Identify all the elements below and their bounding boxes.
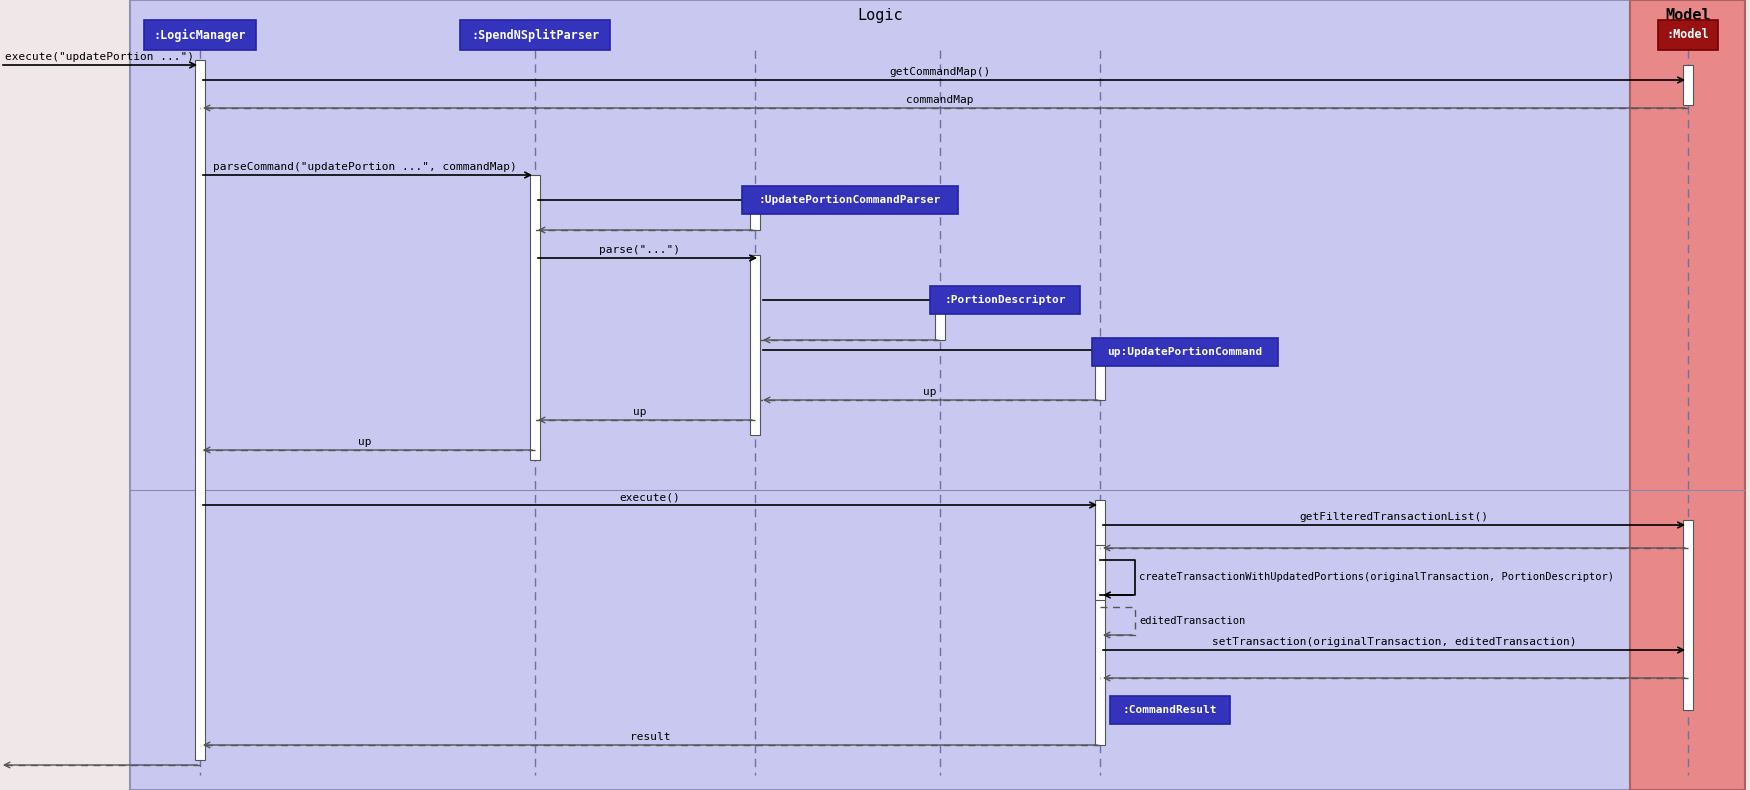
Text: up: up	[634, 407, 648, 417]
Text: up:UpdatePortionCommand: up:UpdatePortionCommand	[1108, 347, 1264, 357]
Text: getFilteredTransactionList(): getFilteredTransactionList()	[1300, 512, 1489, 522]
Text: parseCommand("updatePortion ...", commandMap): parseCommand("updatePortion ...", comman…	[214, 162, 516, 172]
Text: :LogicManager: :LogicManager	[154, 28, 247, 42]
Text: setTransaction(originalTransaction, editedTransaction): setTransaction(originalTransaction, edit…	[1211, 637, 1577, 647]
Text: :SpendNSplitParser: :SpendNSplitParser	[471, 28, 599, 42]
Bar	[144, 20, 255, 50]
Bar	[1629, 0, 1745, 790]
Bar	[1096, 500, 1104, 745]
Text: execute(): execute()	[620, 492, 681, 502]
Text: Model: Model	[1666, 8, 1712, 23]
Bar	[1684, 520, 1692, 710]
Text: Logic: Logic	[858, 8, 903, 23]
Bar	[742, 186, 957, 214]
Text: :PortionDescriptor: :PortionDescriptor	[945, 295, 1066, 305]
Bar	[530, 175, 541, 460]
Text: getCommandMap(): getCommandMap()	[889, 67, 990, 77]
Bar	[1110, 696, 1230, 724]
Text: createTransactionWithUpdatedPortions(originalTransaction, PortionDescriptor): createTransactionWithUpdatedPortions(ori…	[1139, 573, 1614, 582]
Bar	[460, 20, 609, 50]
Text: commandMap: commandMap	[906, 95, 973, 105]
Text: :UpdatePortionCommandParser: :UpdatePortionCommandParser	[760, 195, 942, 205]
Bar	[1092, 338, 1278, 366]
Bar	[130, 0, 1629, 790]
Text: result: result	[630, 732, 670, 742]
Text: parse("..."): parse("...")	[600, 245, 681, 255]
Bar	[931, 286, 1080, 314]
Bar	[751, 255, 760, 435]
Bar	[1096, 345, 1104, 400]
Bar	[1684, 65, 1692, 105]
Text: editedTransaction: editedTransaction	[1139, 616, 1246, 626]
Bar	[1096, 545, 1104, 600]
Text: :CommandResult: :CommandResult	[1124, 705, 1218, 715]
Text: up: up	[359, 437, 371, 447]
Bar	[751, 195, 760, 230]
Bar	[194, 60, 205, 760]
Text: :Model: :Model	[1666, 28, 1710, 42]
Bar	[934, 295, 945, 340]
Text: up: up	[924, 387, 936, 397]
Text: execute("updatePortion ..."): execute("updatePortion ...")	[5, 52, 194, 62]
Bar	[1657, 20, 1718, 50]
